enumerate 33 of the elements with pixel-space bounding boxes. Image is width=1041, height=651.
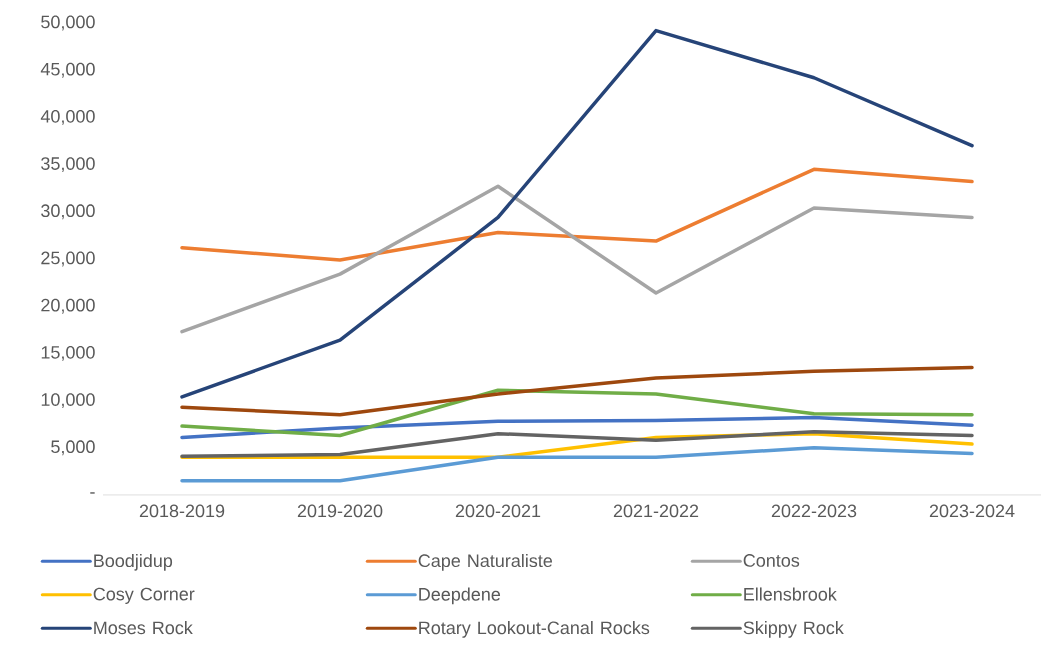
line-series [180, 446, 974, 483]
x-tick-label: 2020-2021 [455, 504, 541, 518]
y-tick-label: 40,000 [40, 109, 95, 125]
legend-label: Cosy Corner [93, 587, 195, 604]
legend-label: Deepdene [419, 587, 501, 605]
y-tick-label: 30,000 [41, 204, 95, 220]
y-tick-label: 5,000 [51, 440, 95, 456]
legend-label: Skippy Rock [743, 620, 844, 638]
x-tick-label: 2023-2024 [929, 504, 1015, 518]
line-series [180, 415, 974, 440]
x-tick-label: 2018-2019 [139, 504, 225, 518]
line-series [180, 167, 974, 262]
y-tick-label: 20,000 [41, 298, 95, 314]
legend-label: Moses Rock [94, 620, 193, 635]
legend-label: Boodjidup [94, 553, 173, 571]
y-tick-label: 45,000 [40, 62, 95, 78]
y-tick-label: 15,000 [41, 345, 95, 361]
line-series [180, 365, 974, 417]
legend-label: Rotary Lookout-Canal Rocks [419, 620, 650, 638]
line-series [180, 28, 974, 399]
legend-label: Cape Naturaliste [418, 553, 553, 571]
y-tick-label: 10,000 [41, 393, 95, 409]
y-tick-label: - [90, 492, 95, 494]
legend-label: Contos [743, 554, 800, 567]
line-series [180, 388, 974, 438]
x-tick-label: 2022-2023 [771, 504, 857, 518]
y-tick-label: 50,000 [41, 15, 95, 31]
legend-label: Ellensbrook [744, 587, 837, 601]
line-series [180, 184, 974, 334]
x-tick-label: 2021-2022 [613, 504, 699, 518]
x-tick-label: 2019-2020 [297, 504, 383, 518]
y-tick-label: 35,000 [41, 157, 95, 173]
y-tick-label: 25,000 [41, 251, 95, 267]
